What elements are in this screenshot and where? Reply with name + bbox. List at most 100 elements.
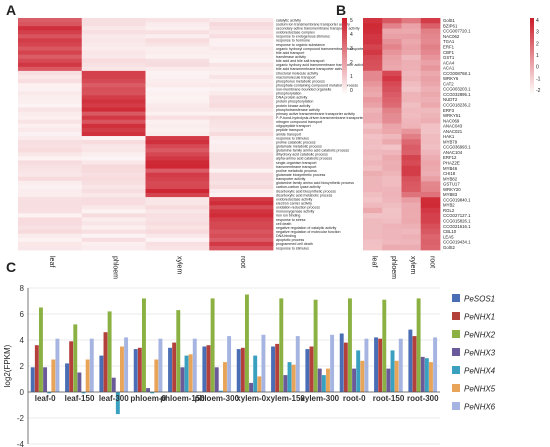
- heatmap-cell: [363, 202, 383, 209]
- heatmap-cell: [145, 107, 210, 113]
- heatmap-cell: [145, 180, 210, 186]
- heatmap-cell: [401, 165, 422, 172]
- legend-label-PeNHX3: PeNHX3: [464, 349, 496, 358]
- heatmap-cell: [18, 144, 83, 149]
- heatmap-cell: [81, 148, 146, 153]
- heatmap-cell: [382, 54, 402, 61]
- gene-label: WRKY51: [443, 113, 461, 118]
- heatmap-cell: [209, 62, 274, 68]
- heatmap-cell: [382, 160, 402, 167]
- gene-label: NAC069: [443, 118, 460, 123]
- heatmap-cell: [401, 197, 422, 203]
- heatmap-cell: [363, 76, 383, 82]
- bar-PeNHX2: [313, 299, 318, 392]
- heatmap-cell: [145, 213, 210, 218]
- bar-PeNHX6: [227, 336, 232, 392]
- heatmap-cell: [382, 234, 402, 240]
- legend-swatch-PeNHX4: [452, 366, 460, 374]
- heatmap-cell: [18, 172, 83, 178]
- color-scale-step: [342, 54, 347, 58]
- heatmap-cell: [420, 86, 441, 93]
- y-tick-label: 2: [20, 362, 25, 371]
- gene-label: CCG019434.1: [443, 240, 471, 245]
- heatmap-cell: [81, 144, 146, 149]
- color-scale-step: [530, 83, 534, 86]
- bar-PeNHX6: [89, 338, 94, 392]
- go-term-label: phosphorus metabolic process: [276, 79, 325, 83]
- heatmap-cell: [209, 26, 274, 31]
- heatmap-cell: [145, 119, 210, 125]
- heatmap-cell: [145, 225, 210, 231]
- bar-PeNHX3: [43, 367, 48, 392]
- heatmap-cell: [81, 140, 146, 145]
- heatmap-cell: [363, 170, 383, 177]
- heatmap-cell: [401, 86, 422, 93]
- go-term-label: response to endogenous stimulus: [276, 35, 330, 39]
- color-scale-step: [530, 59, 534, 63]
- x-tick-label: root-150: [373, 394, 405, 403]
- heatmap-cell: [401, 213, 422, 219]
- heatmap-cell: [209, 115, 274, 121]
- heatmap-cell: [81, 131, 146, 137]
- gene-label: MYB46: [443, 166, 458, 171]
- legend-label-PeNHX6: PeNHX6: [464, 403, 496, 412]
- legend-swatch-PeSOS1: [452, 294, 460, 302]
- heatmap-cell: [401, 54, 422, 61]
- heatmap-cell: [363, 213, 383, 219]
- heatmap-cell: [401, 155, 422, 161]
- bar-PeNHX2: [347, 298, 352, 392]
- heatmap-cell: [145, 111, 210, 117]
- go-term-label: organic hydroxyl compound transmembrane …: [276, 47, 377, 51]
- color-scale-step: [530, 77, 534, 81]
- color-scale-step: [530, 75, 534, 79]
- color-scale-step: [530, 41, 534, 45]
- bar-PeNHX3: [317, 368, 322, 392]
- heatmap-cell: [401, 44, 422, 51]
- legend-swatch-PeNHX3: [452, 348, 460, 356]
- go-term-label: oxidation-reduction process: [276, 206, 320, 210]
- heatmap-cell: [420, 44, 441, 51]
- gene-label: ERF12: [443, 155, 457, 160]
- color-scale-tick: 1: [536, 53, 539, 59]
- bar-PeNHX5: [257, 376, 262, 392]
- heatmap-cell: [401, 118, 422, 124]
- color-scale-step: [530, 67, 534, 71]
- heatmap-cell: [209, 99, 274, 104]
- heatmap-cell: [363, 18, 383, 24]
- heatmap-cell: [18, 221, 83, 226]
- heatmap-cell: [209, 83, 274, 88]
- gene-label: CCG003203.1: [443, 87, 471, 92]
- heatmap-cell: [81, 70, 146, 76]
- heatmap-cell: [209, 111, 274, 117]
- bar-PeNHX5: [120, 346, 124, 392]
- heatmap-cell: [363, 134, 383, 140]
- heatmap-cell: [18, 30, 83, 35]
- color-scale-step: [342, 38, 347, 42]
- heatmap-cell: [363, 192, 383, 198]
- heatmap-cell: [420, 33, 441, 40]
- legend-swatch-PeNHX2: [452, 330, 460, 338]
- color-scale-step: [342, 51, 347, 55]
- x-tick-label: phloem-300: [195, 394, 240, 403]
- heatmap-cell: [81, 221, 146, 226]
- bar-PeNHX3: [352, 368, 357, 392]
- heatmap-cell: [420, 134, 441, 140]
- color-scale-step: [342, 49, 347, 53]
- y-tick-label: 8: [20, 284, 25, 293]
- heatmap-cell: [145, 70, 210, 76]
- bar-PeNHX1: [309, 346, 314, 392]
- color-scale-step: [342, 77, 347, 81]
- x-tick-label: xylem-150: [266, 394, 305, 403]
- heatmap-cell: [18, 152, 83, 157]
- color-scale-step: [342, 18, 347, 21]
- heatmap-cell: [18, 99, 83, 104]
- go-term-label: dicarboxylic acid biosynthetic process: [276, 189, 336, 193]
- heatmap-cell: [420, 176, 441, 182]
- heatmap-cell: [81, 188, 146, 194]
- color-scale-step: [530, 54, 534, 58]
- heatmap-cell: [18, 103, 83, 108]
- go-term-label: monooxygenase activity: [276, 210, 315, 214]
- heatmap-cell: [145, 245, 210, 251]
- bar-PeNHX2: [38, 307, 43, 392]
- heatmap-cell: [420, 244, 441, 251]
